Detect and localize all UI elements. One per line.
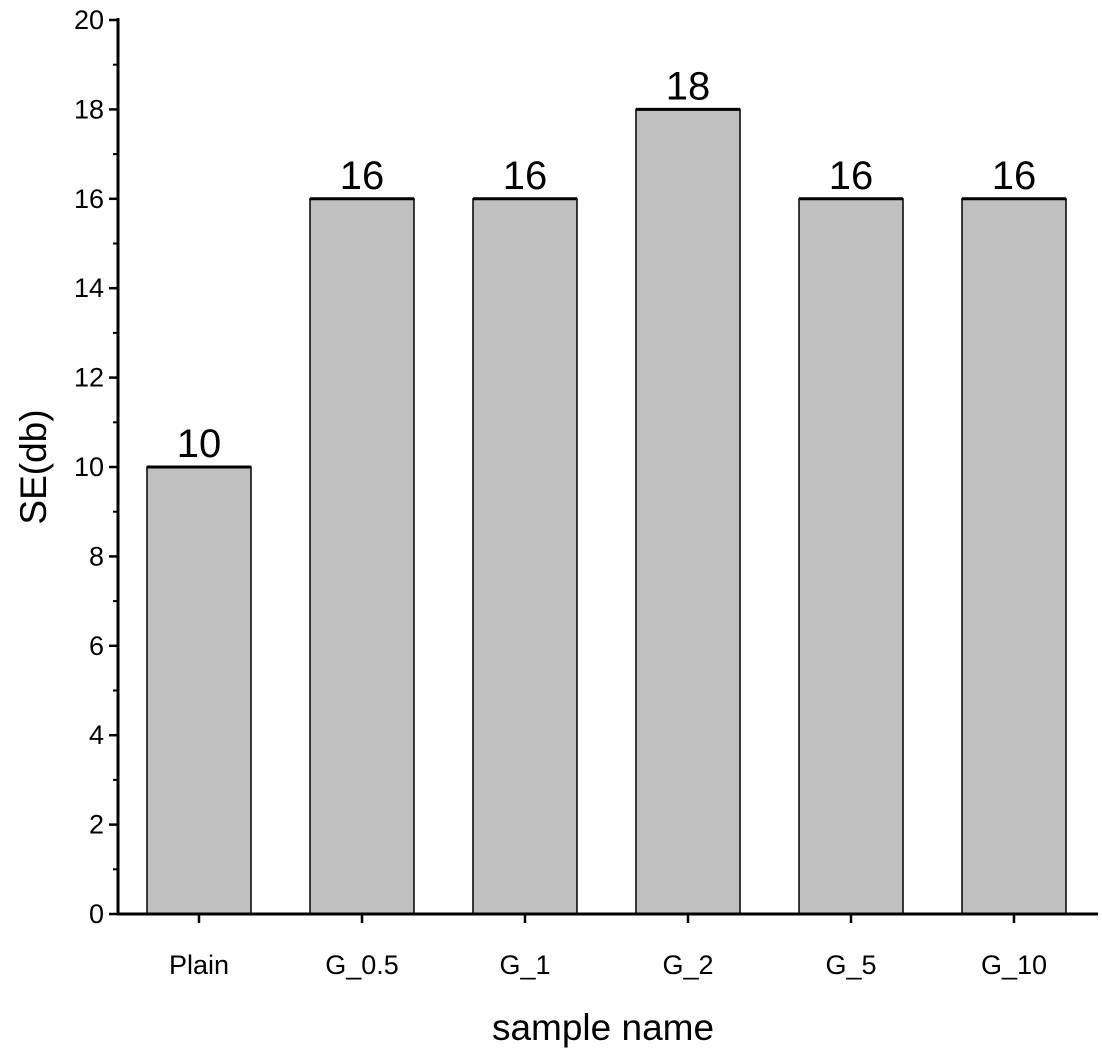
bar-value-label: 10 — [177, 422, 222, 466]
y-tick-label: 20 — [74, 5, 104, 35]
bar-value-label: 16 — [992, 154, 1037, 198]
y-tick-label: 8 — [89, 541, 104, 571]
x-category-label: G_1 — [499, 950, 550, 980]
bar-value-label: 18 — [666, 64, 711, 108]
x-axis-categories: Plain G_0.5 G_1 G_2 G_5 G_10 — [169, 914, 1047, 980]
y-tick-label: 10 — [74, 452, 104, 482]
bar — [798, 198, 904, 915]
x-category-label: G_2 — [662, 950, 713, 980]
y-tick-label: 14 — [74, 273, 104, 303]
bar-value-label: 16 — [829, 154, 874, 198]
y-tick-label: 2 — [89, 810, 104, 840]
x-axis-title: sample name — [492, 1007, 714, 1048]
x-category-label: G_0.5 — [325, 950, 399, 980]
y-tick-label: 12 — [74, 363, 104, 393]
y-axis-title: SE(db) — [13, 409, 54, 524]
y-axis-ticks: 0 2 4 6 8 10 12 14 16 18 20 — [74, 5, 118, 929]
bars — [146, 107, 1067, 915]
x-category-label: Plain — [169, 950, 229, 980]
bar-value-label: 16 — [340, 154, 385, 198]
y-tick-label: 4 — [89, 720, 104, 750]
x-category-label: G_10 — [981, 950, 1047, 980]
bar — [309, 198, 415, 915]
bar — [472, 198, 578, 915]
data-labels: 10 16 16 18 16 16 — [177, 64, 1037, 466]
y-tick-label: 6 — [89, 631, 104, 661]
bar — [961, 198, 1067, 915]
bar-value-label: 16 — [503, 154, 548, 198]
bar — [146, 466, 252, 915]
bar — [635, 108, 741, 915]
y-tick-label: 0 — [89, 899, 104, 929]
y-tick-label: 16 — [74, 184, 104, 214]
x-category-label: G_5 — [825, 950, 876, 980]
y-tick-label: 18 — [74, 94, 104, 124]
